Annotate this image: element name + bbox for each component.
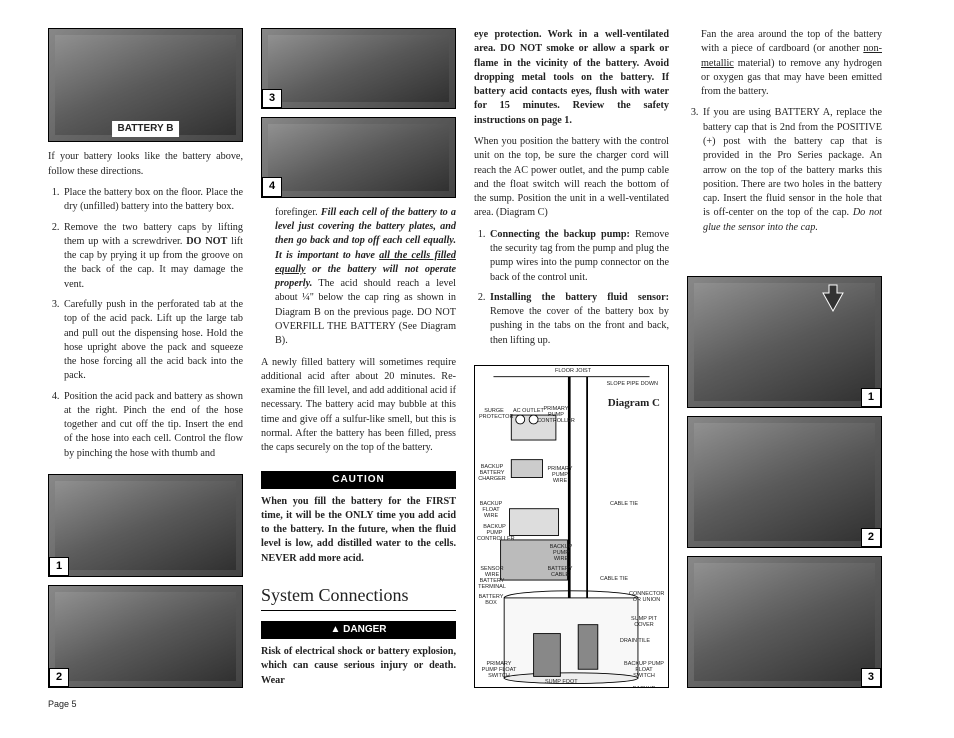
photo-number: 2 [49, 668, 69, 687]
col4-step-3: If you are using BATTERY A, replace the … [701, 106, 882, 235]
danger-heading: ▲ DANGER [261, 621, 456, 639]
danger-text: Risk of electrical shock or battery expl… [261, 645, 456, 688]
diagram-c-label: Diagram C [608, 396, 660, 411]
column-4: Fan the area around the top of the batte… [687, 28, 882, 688]
system-connections-heading: System Connections [261, 583, 456, 611]
col3-step-2: Installing the battery fluid sensor: Rem… [488, 291, 669, 348]
photo-step-3: 3 [261, 28, 456, 109]
col1-step-1: Place the battery box on the floor. Plac… [62, 186, 243, 215]
col1-intro: If your battery looks like the battery a… [48, 150, 243, 179]
col1-step-2: Remove the two battery caps by lifting t… [62, 221, 243, 292]
column-1: BATTERY B If your battery looks like the… [48, 28, 243, 688]
photo-number: 1 [861, 388, 881, 407]
col3-step-1: Connecting the backup pump: Remove the s… [488, 228, 669, 285]
photo-number: 3 [262, 89, 282, 108]
photo-number: 2 [861, 528, 881, 547]
battery-b-label: BATTERY B [112, 121, 180, 137]
photo-step-2: 2 [48, 585, 243, 688]
col2-para2: A newly filled battery will sometimes re… [261, 356, 456, 456]
photo-right-1: 1 [687, 276, 882, 408]
col2-continuation: forefinger. Fill each cell of the batter… [261, 206, 456, 349]
photo-number: 3 [861, 668, 881, 687]
photo-step-4: 4 [261, 117, 456, 198]
photo-step-1: 1 [48, 474, 243, 577]
col3-steps: Connecting the backup pump: Remove the s… [474, 228, 669, 354]
column-2: 3 4 forefinger. Fill each cell of the ba… [261, 28, 456, 688]
photo-number: 1 [49, 557, 69, 576]
col4-para1: Fan the area around the top of the batte… [687, 28, 882, 99]
col3-para1: When you position the battery with the c… [474, 135, 669, 221]
column-3: eye protection. Work in a well-ventilate… [474, 28, 669, 688]
danger-continuation: eye protection. Work in a well-ventilate… [474, 28, 669, 128]
photo-battery-b: BATTERY B [48, 28, 243, 142]
col4-steps: If you are using BATTERY A, replace the … [687, 106, 882, 241]
col1-steps: Place the battery box on the floor. Plac… [48, 186, 243, 467]
page-number: Page 5 [48, 698, 918, 711]
col1-step-3: Carefully push in the perforated tab at … [62, 298, 243, 384]
photo-right-2: 2 [687, 416, 882, 548]
diagram-c: Diagram C FLOOR JOIST SLOPE PIPE DOWN [474, 365, 669, 688]
arrow-icon [815, 283, 851, 315]
page-layout: BATTERY B If your battery looks like the… [48, 28, 918, 688]
caution-heading: CAUTION [261, 471, 456, 489]
photo-number: 4 [262, 177, 282, 196]
col1-step-4: Position the acid pack and battery as sh… [62, 390, 243, 461]
caution-text: When you fill the battery for the FIRST … [261, 495, 456, 566]
photo-right-3: 3 [687, 556, 882, 688]
